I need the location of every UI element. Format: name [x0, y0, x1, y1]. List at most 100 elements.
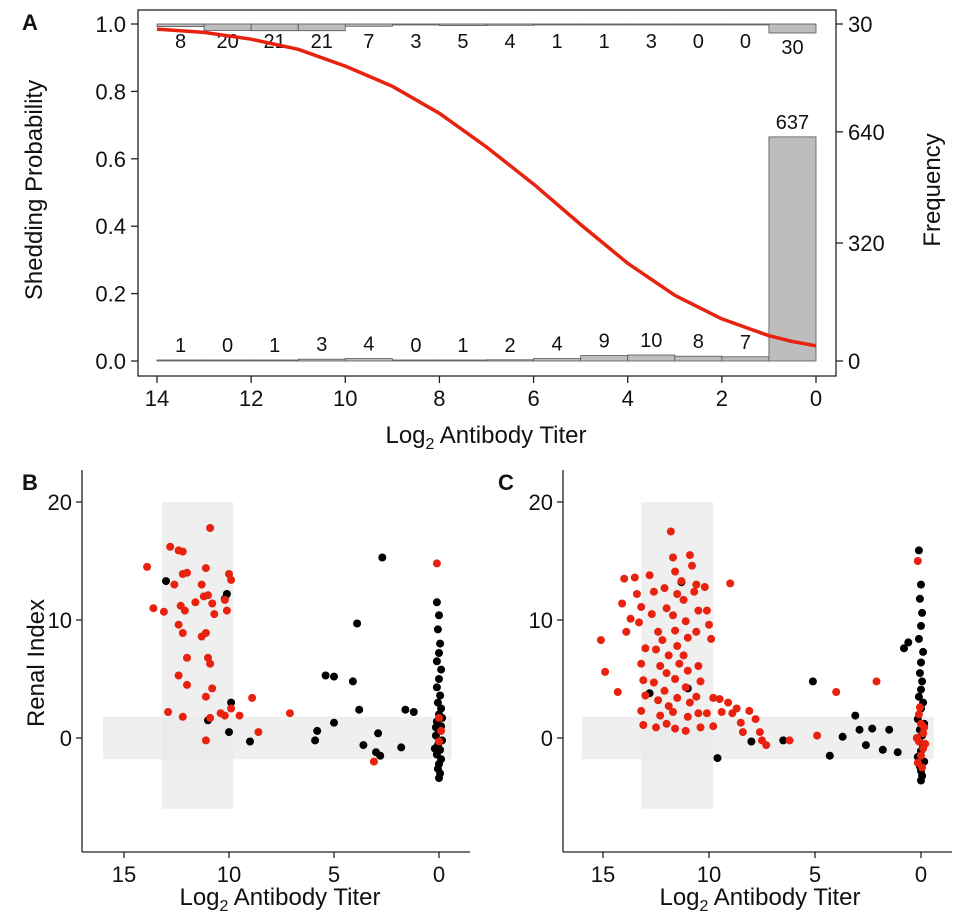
panel-c-point-red	[683, 712, 692, 721]
panel-b-y-tick-label: 0	[60, 726, 72, 751]
bottom-count-label: 1	[457, 335, 468, 357]
panel-c-point-black	[904, 638, 913, 647]
panel-b-point-black	[348, 677, 357, 686]
panel-c-x-tick-label: 5	[809, 862, 821, 887]
top-bar	[344, 23, 393, 27]
panel-b-point-red	[201, 564, 210, 573]
bottom-count-label: 0	[222, 335, 233, 357]
panel-b-point-red	[178, 547, 187, 556]
panel-b-ylabel: Renal Index	[23, 599, 50, 727]
panel-a-xlabel: Log2 Antibody Titer	[385, 422, 586, 453]
panel-a-frame	[137, 9, 837, 377]
y-left-tick-label: 0.2	[95, 282, 126, 307]
y-left-tick-label: 0.6	[95, 147, 126, 172]
panel-c-point-red	[669, 553, 677, 562]
bottom-bar	[391, 359, 440, 362]
top-count-label: 0	[693, 31, 704, 53]
panel-c-point-red	[832, 688, 841, 696]
panel-b-point-black	[436, 639, 445, 648]
panel-b-point-red	[183, 568, 191, 577]
panel-b-point-red	[206, 659, 215, 668]
panel-b-point-red	[285, 709, 294, 718]
panel-c-point-black	[851, 711, 860, 720]
top-count-label: 4	[504, 31, 515, 53]
panel-c-y-tick-label: 0	[541, 726, 553, 751]
panel-c-point-red	[690, 587, 699, 596]
panel-c-point-red	[654, 696, 663, 705]
panel-b-x-tick-label: 5	[328, 862, 340, 887]
panel-c-point-red	[724, 698, 733, 707]
panel-a-ylabel-right: Frequency	[919, 133, 946, 246]
panel-c-point-red	[656, 662, 665, 670]
panel-b-point-black	[435, 675, 443, 683]
panel-b-point-red	[227, 575, 236, 584]
panel-c-point-red	[613, 688, 622, 696]
bottom-bar	[627, 354, 676, 362]
panel-b-point-black	[431, 731, 440, 740]
bottom-count-label: 9	[599, 331, 610, 353]
panel-c-point-red	[649, 587, 658, 596]
panel-b-point-black	[378, 553, 387, 562]
y-right-tick-label: 320	[848, 231, 885, 256]
panel-c-point-red	[641, 644, 650, 653]
panel-b-point-red	[227, 704, 236, 713]
panel-c-point-red	[692, 627, 701, 636]
panel-b-point-black	[409, 708, 418, 716]
x-tick-label: 0	[810, 386, 822, 411]
y-right-tick-label: 640	[848, 120, 885, 145]
top-count-label: 0	[740, 31, 751, 53]
panel-b-point-red	[143, 562, 152, 571]
bottom-count-label: 10	[640, 330, 662, 352]
panel-b-x-tick-label: 15	[112, 862, 136, 887]
bottom-bar	[344, 358, 393, 362]
bottom-count-label: 0	[410, 335, 421, 357]
panel-b-point-red	[178, 712, 187, 721]
y-left-tick-label: 0.8	[95, 79, 126, 104]
top-bar	[627, 23, 676, 26]
panel-c-y-tick-label: 10	[529, 608, 553, 633]
panel-b-point-red	[166, 542, 175, 551]
panel-c-point-black	[885, 725, 894, 734]
panel-b-x-tick-label: 0	[433, 862, 445, 887]
panel-b-point-red	[369, 757, 378, 766]
panel-c-point-red	[639, 676, 648, 685]
panel-c-point-red	[762, 741, 771, 750]
panel-c-x-tick-label: 0	[915, 862, 927, 887]
panel-c-point-black	[914, 692, 923, 701]
panel-c-point-red	[654, 627, 663, 636]
top-count-label: 5	[457, 31, 468, 53]
panel-c-point-red	[669, 611, 677, 620]
panel-c-point-red	[683, 666, 692, 675]
panel-b-point-black	[311, 736, 320, 745]
bottom-bar	[439, 359, 487, 362]
panel-b-point-red	[174, 620, 183, 629]
bottom-bar	[203, 359, 252, 362]
panel-c-point-red	[692, 580, 701, 589]
x-tick-label: 14	[145, 386, 169, 411]
panel-c-point-red	[620, 574, 629, 583]
panel-b-point-red	[197, 580, 206, 589]
top-bar	[674, 23, 723, 26]
panel-b-point-red	[164, 708, 173, 716]
top-count-label: 7	[363, 31, 374, 53]
bottom-bar	[250, 359, 299, 362]
panel-c-point-red	[671, 675, 680, 683]
panel-c-point-red	[707, 634, 716, 643]
panel-c-point-red	[652, 645, 660, 654]
panel-b-point-red	[435, 713, 443, 722]
panel-c-point-black	[878, 745, 887, 754]
y-right-tick-label: 0	[848, 349, 860, 374]
bottom-bar	[297, 358, 346, 362]
panel-c-point-red	[692, 692, 701, 701]
panel-b-point-black	[355, 705, 364, 714]
bottom-count-label: 8	[693, 331, 704, 353]
panel-c-point-red	[694, 709, 703, 718]
top-bar	[533, 23, 582, 26]
panel-c-point-red	[912, 734, 921, 742]
top-bar	[203, 23, 252, 31]
panel-c-point-black	[747, 737, 756, 746]
top-count-label: 21	[311, 31, 333, 53]
panel-c-point-black	[825, 751, 834, 760]
panel-c-point-red	[755, 728, 764, 737]
panel-c-point-black	[861, 741, 870, 750]
